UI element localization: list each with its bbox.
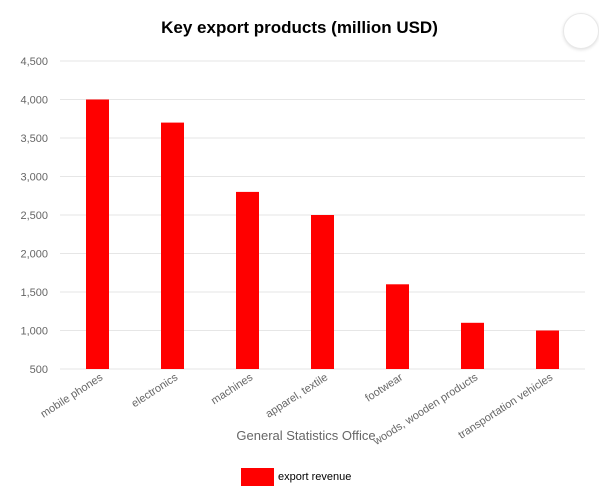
legend-swatch xyxy=(241,468,274,486)
y-tick-label: 1,000 xyxy=(20,326,48,338)
legend[interactable]: export revenue xyxy=(241,468,351,486)
x-tick-label: mobile phones xyxy=(39,371,106,420)
bar[interactable] xyxy=(386,284,409,369)
bar[interactable] xyxy=(161,122,184,369)
bar[interactable] xyxy=(536,330,559,370)
y-tick-label: 500 xyxy=(30,364,48,376)
x-tick-label: machines xyxy=(209,371,255,407)
y-tick-label: 2,000 xyxy=(20,249,48,261)
x-tick-label: electronics xyxy=(130,371,181,410)
y-tick-label: 4,500 xyxy=(20,56,48,68)
x-tick-label: apparel, textile xyxy=(264,371,331,420)
x-axis-title: General Statistics Office xyxy=(236,428,375,443)
y-tick-label: 3,000 xyxy=(20,172,48,184)
bar[interactable] xyxy=(311,215,334,369)
y-tick-label: 1,500 xyxy=(20,287,48,299)
x-tick-label: footwear xyxy=(363,371,405,404)
chart-title: Key export products (million USD) xyxy=(161,18,438,37)
bar[interactable] xyxy=(461,322,484,369)
legend-label: export revenue xyxy=(278,471,352,483)
bar-layer xyxy=(86,99,559,370)
y-tick-label: 4,000 xyxy=(20,95,48,107)
bar[interactable] xyxy=(236,191,259,369)
y-tick-label: 3,500 xyxy=(20,133,48,145)
y-tick-label: 2,500 xyxy=(20,210,48,222)
y-axis: 500 1,000 1,500 2,000 2,500 3,000 3,500 4,000 4,… xyxy=(20,56,48,376)
bar[interactable] xyxy=(86,99,109,370)
